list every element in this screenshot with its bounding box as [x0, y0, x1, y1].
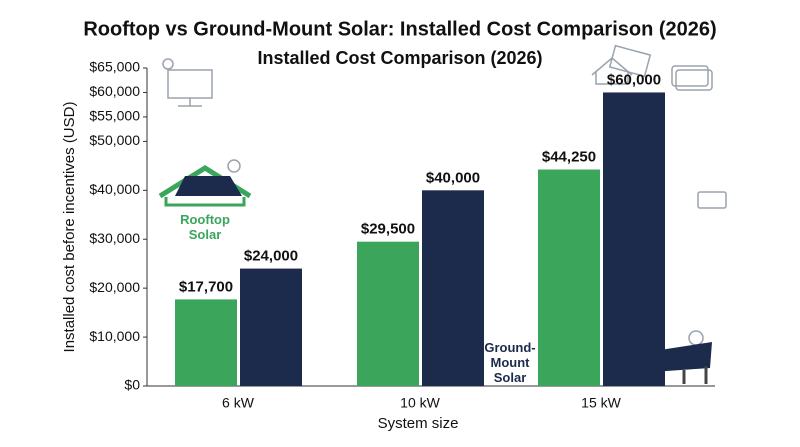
value-label: $29,500 — [361, 221, 415, 238]
y-tick-label: $65,000 — [89, 59, 140, 75]
x-tick-label: 6 kW — [222, 395, 255, 411]
legend-label: Rooftop Solar — [180, 212, 230, 242]
y-tick-label: $40,000 — [89, 181, 140, 197]
chart-subtitle: Installed Cost Comparison (2026) — [257, 48, 542, 68]
y-tick-label: $60,000 — [89, 83, 140, 99]
bar — [240, 268, 302, 386]
value-label: $24,000 — [244, 248, 298, 265]
decoration — [158, 44, 727, 384]
y-tick-label: $50,000 — [89, 132, 140, 148]
y-tick-label: $55,000 — [89, 108, 140, 124]
bar — [175, 299, 237, 386]
x-tick-label: 15 kW — [581, 395, 621, 411]
value-label: $44,250 — [542, 148, 596, 165]
bar — [603, 92, 665, 386]
y-tick-label: $20,000 — [89, 279, 140, 295]
value-label: $40,000 — [426, 169, 480, 186]
x-axis-label: System size — [378, 415, 459, 432]
bar — [357, 241, 419, 386]
y-tick-label: $10,000 — [89, 328, 140, 344]
value-label: $60,000 — [607, 71, 661, 88]
bar — [422, 190, 484, 386]
y-tick-label: $30,000 — [89, 230, 140, 246]
y-tick-label: $0 — [124, 377, 140, 393]
value-label: $17,700 — [179, 278, 233, 295]
x-tick-label: 10 kW — [400, 395, 440, 411]
y-axis-label: Installed cost before incentives (USD) — [61, 102, 78, 353]
bar — [538, 169, 600, 386]
chart-title: Rooftop vs Ground-Mount Solar: Installed… — [83, 18, 716, 40]
legend-label: Ground-Mount Solar — [484, 340, 536, 385]
